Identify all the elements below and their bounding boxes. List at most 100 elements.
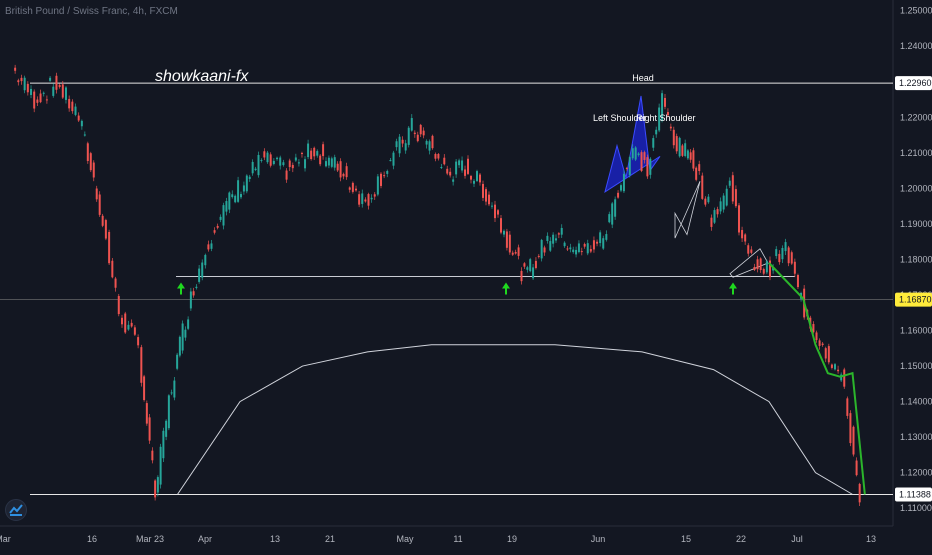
candle[interactable] xyxy=(461,160,464,171)
candle[interactable] xyxy=(537,255,540,257)
candle[interactable] xyxy=(750,249,753,253)
candle[interactable] xyxy=(555,238,557,241)
candle[interactable] xyxy=(330,158,333,167)
candle[interactable] xyxy=(361,193,364,204)
candle[interactable] xyxy=(17,80,20,83)
candle[interactable] xyxy=(313,147,316,157)
candle[interactable] xyxy=(716,209,719,215)
candle[interactable] xyxy=(744,234,747,242)
candle[interactable] xyxy=(482,183,484,198)
candle[interactable] xyxy=(173,380,176,398)
candle[interactable] xyxy=(734,189,737,207)
candle[interactable] xyxy=(181,323,184,351)
candle[interactable] xyxy=(92,162,95,178)
candle[interactable] xyxy=(821,343,824,345)
candle[interactable] xyxy=(640,152,643,171)
candle[interactable] xyxy=(98,194,101,215)
candle[interactable] xyxy=(569,247,572,250)
candle[interactable] xyxy=(488,194,490,205)
candle[interactable] xyxy=(827,346,830,363)
candle[interactable] xyxy=(322,144,325,157)
candle[interactable] xyxy=(707,196,710,203)
candle[interactable] xyxy=(358,194,361,205)
candle[interactable] xyxy=(725,188,728,206)
candle[interactable] xyxy=(741,230,744,239)
candle[interactable] xyxy=(398,136,401,154)
candle[interactable] xyxy=(719,201,722,212)
candle[interactable] xyxy=(681,145,684,156)
candle[interactable] xyxy=(95,188,98,200)
candle[interactable] xyxy=(245,175,248,192)
candle[interactable] xyxy=(526,267,529,270)
candle[interactable] xyxy=(370,197,373,200)
candle[interactable] xyxy=(830,364,833,368)
candle[interactable] xyxy=(658,107,661,131)
candle[interactable] xyxy=(297,162,300,164)
candle[interactable] xyxy=(14,67,17,71)
candle[interactable] xyxy=(124,313,127,333)
candle[interactable] xyxy=(117,296,120,315)
candle[interactable] xyxy=(272,160,275,164)
candle[interactable] xyxy=(207,244,210,250)
candle[interactable] xyxy=(431,135,434,149)
candle[interactable] xyxy=(608,214,611,223)
candle[interactable] xyxy=(288,160,291,168)
candle[interactable] xyxy=(617,192,620,198)
candle[interactable] xyxy=(834,364,836,370)
candle[interactable] xyxy=(145,403,148,424)
candle[interactable] xyxy=(148,417,151,441)
candle[interactable] xyxy=(731,175,734,202)
candle[interactable] xyxy=(738,205,740,233)
candle[interactable] xyxy=(137,337,140,346)
candle[interactable] xyxy=(672,129,675,146)
candle[interactable] xyxy=(86,143,89,161)
candle[interactable] xyxy=(620,185,622,191)
candle[interactable] xyxy=(276,157,279,160)
candle[interactable] xyxy=(557,233,560,235)
candle[interactable] xyxy=(77,115,80,121)
candle[interactable] xyxy=(30,88,33,95)
candle[interactable] xyxy=(71,101,74,112)
candle[interactable] xyxy=(790,252,793,264)
candle[interactable] xyxy=(837,369,840,372)
candle[interactable] xyxy=(855,460,858,476)
candle[interactable] xyxy=(228,192,231,210)
candle[interactable] xyxy=(111,260,114,278)
candle[interactable] xyxy=(104,220,107,239)
candle[interactable] xyxy=(325,161,327,167)
candle[interactable] xyxy=(852,426,855,455)
candle[interactable] xyxy=(210,243,213,249)
candle[interactable] xyxy=(655,129,658,135)
candle[interactable] xyxy=(549,241,552,251)
candle[interactable] xyxy=(605,234,608,240)
candle[interactable] xyxy=(428,141,431,151)
candle[interactable] xyxy=(599,232,602,244)
candle[interactable] xyxy=(511,252,514,255)
candle[interactable] xyxy=(781,247,784,260)
candle[interactable] xyxy=(793,261,796,274)
candle[interactable] xyxy=(425,140,428,145)
candle[interactable] xyxy=(689,152,692,160)
candle[interactable] xyxy=(628,157,631,175)
candle[interactable] xyxy=(664,97,666,107)
candle[interactable] xyxy=(563,242,566,247)
candle[interactable] xyxy=(815,332,818,341)
candle[interactable] xyxy=(364,199,367,202)
candle[interactable] xyxy=(282,162,285,166)
candle[interactable] xyxy=(83,134,86,136)
candle[interactable] xyxy=(497,210,499,215)
candle[interactable] xyxy=(23,77,26,91)
candle[interactable] xyxy=(68,98,71,109)
candle[interactable] xyxy=(503,230,505,235)
candle[interactable] xyxy=(342,173,345,177)
candle[interactable] xyxy=(195,286,198,289)
candle[interactable] xyxy=(36,99,39,103)
candle[interactable] xyxy=(410,118,413,131)
candle[interactable] xyxy=(74,106,77,115)
candle[interactable] xyxy=(49,77,52,81)
candle[interactable] xyxy=(333,157,336,168)
candle[interactable] xyxy=(684,143,687,156)
candle[interactable] xyxy=(540,239,543,259)
candle[interactable] xyxy=(686,150,689,159)
